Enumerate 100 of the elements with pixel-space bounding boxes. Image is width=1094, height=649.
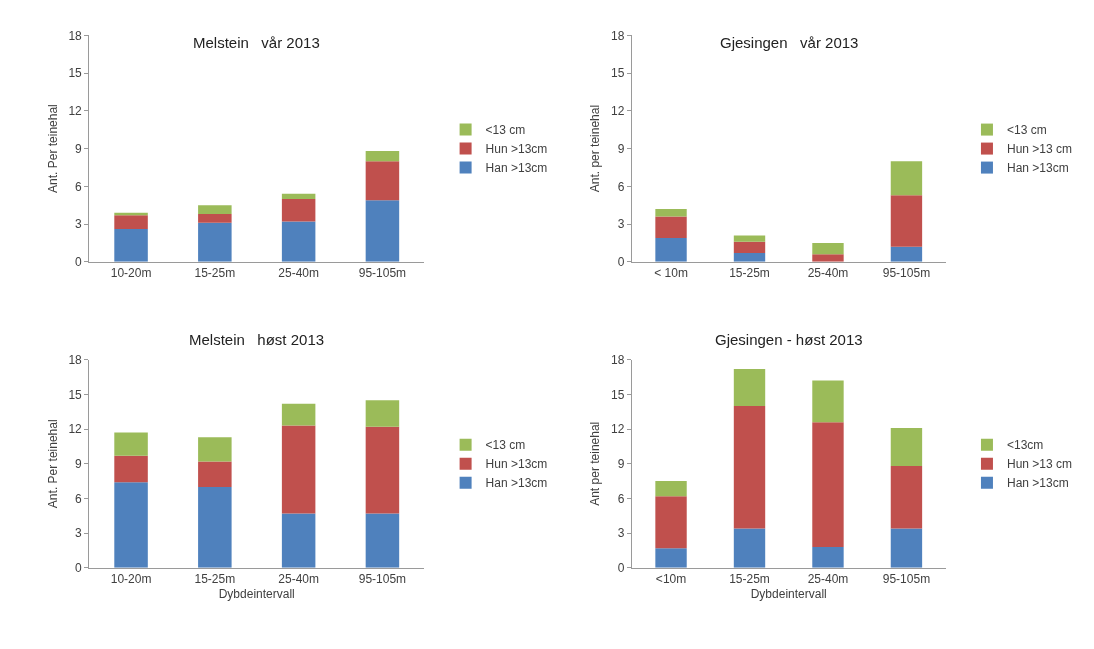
chart-title: Melstein vår 2013 [193,34,320,51]
x-tick-label: 25-40m [807,266,849,281]
legend-label: Han >13cm [485,476,548,491]
bar [198,205,232,214]
bar [890,195,923,247]
bar [655,548,687,568]
bar [733,241,766,253]
y-axis-title: Ant. Per teinehal [45,419,60,509]
y-tick-label: 15 [611,387,625,402]
y-tick-label: 0 [75,561,83,575]
x-tick-label: 10-20m [110,572,152,587]
x-axis-title: Dybdeintervall [750,587,827,602]
y-tick-label: 18 [68,352,83,367]
y-axis-title: Ant. per teinehal [588,104,603,193]
x-tick-label: 95-105m [358,266,407,281]
bar [365,161,400,201]
y-tick-label: 9 [617,141,625,156]
bar [890,466,923,529]
y-tick-label: 0 [617,561,625,575]
bar [198,222,232,262]
bar [890,528,923,568]
bar [655,496,687,549]
bar [198,437,232,462]
y-tick-label: 3 [75,526,83,541]
bar [812,546,844,568]
legend-label: Han >13cm [1006,476,1069,491]
y-tick-label: 6 [75,179,83,194]
y-tick-label: 9 [617,456,625,471]
y-tick-label: 3 [617,526,625,541]
bar [365,200,400,262]
bar [655,216,687,238]
x-tick-label: < 10m [654,266,688,281]
bar [733,235,766,242]
y-tick-label: 6 [617,179,625,194]
bar [365,513,400,568]
bar [114,482,148,568]
x-axis-title: Dybdeintervall [218,587,295,602]
x-tick-label: 25-40m [278,572,319,587]
x-tick-label: <10m [655,572,687,587]
bar [733,368,766,406]
x-tick-label: 10-20m [110,266,152,281]
bar [812,422,844,547]
x-tick-label: 95-105m [882,572,931,587]
bar [114,432,148,456]
y-tick-label: 0 [617,255,625,269]
x-tick-label: 15-25m [194,572,236,587]
bar [281,198,316,222]
y-tick-label: 12 [68,104,83,119]
y-tick-label: 15 [68,66,83,81]
y-tick-label: 15 [611,66,625,81]
legend-label: <13 cm [485,438,526,453]
y-tick-label: 9 [75,456,83,471]
x-tick-label: 15-25m [729,572,770,587]
chart-title: Melstein høst 2013 [189,331,325,348]
legend-label: Hun >13cm [485,457,548,472]
bar [733,528,766,568]
legend-label: Hun >13 cm [1006,457,1073,472]
bar [114,215,148,230]
y-tick-label: 3 [75,217,83,232]
bar [655,481,687,497]
bar [365,426,400,514]
chart-title: Gjesingen - høst 2013 [715,331,863,348]
y-tick-label: 0 [75,255,83,269]
bar [281,403,316,426]
y-tick-label: 12 [611,422,625,437]
y-tick-label: 3 [617,217,625,232]
legend-label: <13cm [1006,438,1044,453]
bar [281,193,316,199]
x-tick-label: 25-40m [278,266,319,281]
y-axis-title: Ant per teinehal [588,421,603,506]
y-tick-label: 18 [68,28,83,43]
x-tick-label: 25-40m [807,572,849,587]
y-tick-label: 6 [75,491,83,506]
bar [198,486,232,568]
legend-label: Hun >13 cm [1006,142,1073,157]
legend-label: <13 cm [485,123,526,138]
y-tick-label: 12 [68,422,83,437]
bar [733,405,766,529]
bar [655,237,687,262]
y-tick-label: 12 [611,104,625,119]
y-tick-label: 18 [611,28,625,43]
bar [890,427,923,467]
bar [281,425,316,514]
bar [114,455,148,483]
bar [365,400,400,427]
y-tick-label: 6 [617,491,625,506]
x-tick-label: 95-105m [358,572,407,587]
chart-title: Gjesingen vår 2013 [720,34,859,51]
bar [890,161,923,196]
y-tick-label: 9 [75,141,83,156]
bar [890,246,923,262]
legend-label: Hun >13cm [485,142,548,157]
legend-label: Han >13cm [1006,161,1069,176]
bar [198,214,232,223]
bar [655,208,687,217]
bar [812,242,844,255]
legend-label: Han >13cm [485,161,548,176]
x-tick-label: 95-105m [882,266,931,281]
bar [812,380,844,423]
x-tick-label: 15-25m [194,266,236,281]
